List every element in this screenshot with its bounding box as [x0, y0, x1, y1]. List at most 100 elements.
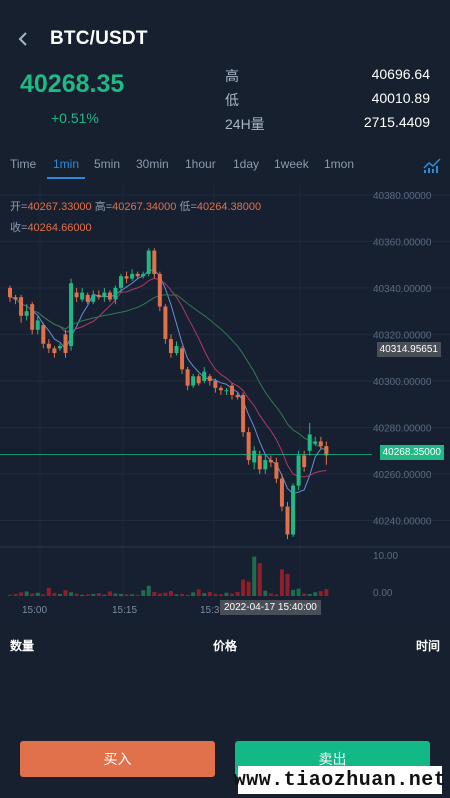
tab-30min[interactable]: 30min: [136, 157, 169, 171]
volume-bar: [135, 594, 140, 596]
price-axis-label: 40280.00000: [373, 423, 432, 434]
tab-1min[interactable]: 1min: [53, 157, 80, 171]
price-change-percent: +0.51%: [51, 110, 99, 126]
price-axis-label: 40380.00000: [373, 191, 432, 202]
volume-bar: [168, 591, 173, 596]
candle-body: [163, 306, 168, 340]
volume-bar: [41, 594, 46, 596]
candlestick-chart-svg: 40380.00000 40360.00000 40340.00000 40320.0…: [0, 183, 450, 616]
tab-1mon[interactable]: 1mon: [324, 157, 355, 171]
candle-body: [174, 346, 179, 354]
open-label: 开=: [10, 201, 28, 213]
cursor-price-badge: 40314.95651: [376, 342, 441, 357]
candle-body: [96, 294, 101, 298]
back-arrow-icon[interactable]: [14, 28, 34, 50]
volume-bar: [213, 593, 218, 596]
volume-bar: [124, 594, 129, 596]
volume-bar: [152, 591, 157, 596]
candle-body: [268, 460, 273, 463]
open-value: 40267.33000: [27, 201, 92, 213]
candle-body: [285, 506, 290, 535]
candle-body: [224, 390, 229, 392]
volume-bar: [324, 589, 329, 596]
candle-body: [119, 276, 123, 288]
close-value: 40264.66000: [27, 222, 92, 234]
candle-body: [246, 432, 251, 461]
candle-body: [307, 434, 312, 451]
candle-body: [30, 304, 35, 330]
volume-bar: [252, 556, 257, 596]
volume-bar: [207, 591, 212, 596]
tab-1hour[interactable]: 1hour: [185, 157, 216, 171]
candle-body: [8, 287, 12, 298]
current-price-badge: 40268.35000: [379, 445, 444, 460]
volume-bar: [24, 591, 29, 596]
indicator-chart-icon[interactable]: [422, 156, 442, 174]
volume-bar: [274, 594, 279, 596]
stat-label-low: 低: [225, 92, 239, 108]
volume-axis-label: 10.00: [373, 551, 398, 562]
volume-bar: [307, 593, 312, 596]
candle-body: [24, 311, 29, 316]
price-axis-label: 40360.00000: [373, 237, 432, 248]
volume-bar: [35, 592, 40, 596]
candle-body: [74, 292, 79, 298]
ma20-line: [9, 294, 327, 452]
candle-body: [35, 320, 40, 330]
price-axis-label: 40300.00000: [373, 377, 432, 388]
candle-body: [218, 387, 223, 391]
volume-bar: [241, 579, 246, 596]
ma10-line: [9, 277, 327, 478]
candle-body: [241, 394, 246, 433]
candle-body: [291, 485, 296, 535]
volume-bar: [74, 593, 79, 596]
candle-body: [113, 287, 118, 300]
candle-body: [213, 380, 218, 388]
candle-body: [135, 273, 140, 277]
buy-button[interactable]: 买入: [20, 741, 215, 777]
volume-bar: [96, 593, 101, 596]
candle-body: [185, 369, 190, 386]
candle-body: [263, 460, 268, 470]
price-axis-label: 40260.00000: [373, 470, 432, 481]
candle-body: [102, 292, 107, 298]
volume-bar: [19, 592, 24, 596]
time-axis-label: 15:3: [200, 605, 220, 616]
volume-bar: [141, 590, 146, 596]
low-label: 低=: [179, 201, 197, 213]
candle-body: [63, 334, 68, 354]
volume-bar: [174, 594, 179, 596]
tab-1week[interactable]: 1week: [274, 157, 309, 171]
candle-body: [146, 250, 151, 274]
candle-body: [157, 273, 162, 307]
volume-bar: [107, 591, 112, 596]
volume-bar: [146, 585, 151, 596]
candle-body: [279, 478, 284, 507]
volume-bar: [257, 563, 262, 596]
volume-bar: [196, 589, 201, 596]
volume-bar: [80, 594, 85, 596]
volume-bar: [302, 593, 307, 596]
price-axis-label: 40340.00000: [373, 284, 432, 295]
kline-chart[interactable]: 40380.00000 40360.00000 40340.00000 40320.0…: [0, 183, 450, 623]
tab-5min[interactable]: 5min: [94, 157, 121, 171]
stat-value-high: 40696.64: [371, 66, 430, 82]
time-axis-label: 15:15: [112, 605, 137, 616]
candle-body: [91, 294, 96, 302]
volume-bar: [46, 587, 51, 596]
volume-bar: [13, 593, 18, 596]
candle-body: [141, 273, 146, 277]
candle-body: [46, 343, 51, 349]
trade-list-header: 数量 价格 时间: [0, 626, 450, 656]
volume-bar: [235, 591, 240, 596]
col-time: 时间: [415, 639, 440, 653]
volume-bar: [63, 590, 68, 596]
volume-bar: [102, 594, 107, 596]
tab-time[interactable]: Time: [10, 157, 37, 171]
volume-bar: [157, 593, 162, 596]
volume-bar: [69, 592, 74, 596]
volume-bar: [191, 592, 196, 596]
tab-1day[interactable]: 1day: [233, 157, 260, 171]
ma5-line: [9, 269, 327, 495]
candle-body: [85, 294, 90, 302]
